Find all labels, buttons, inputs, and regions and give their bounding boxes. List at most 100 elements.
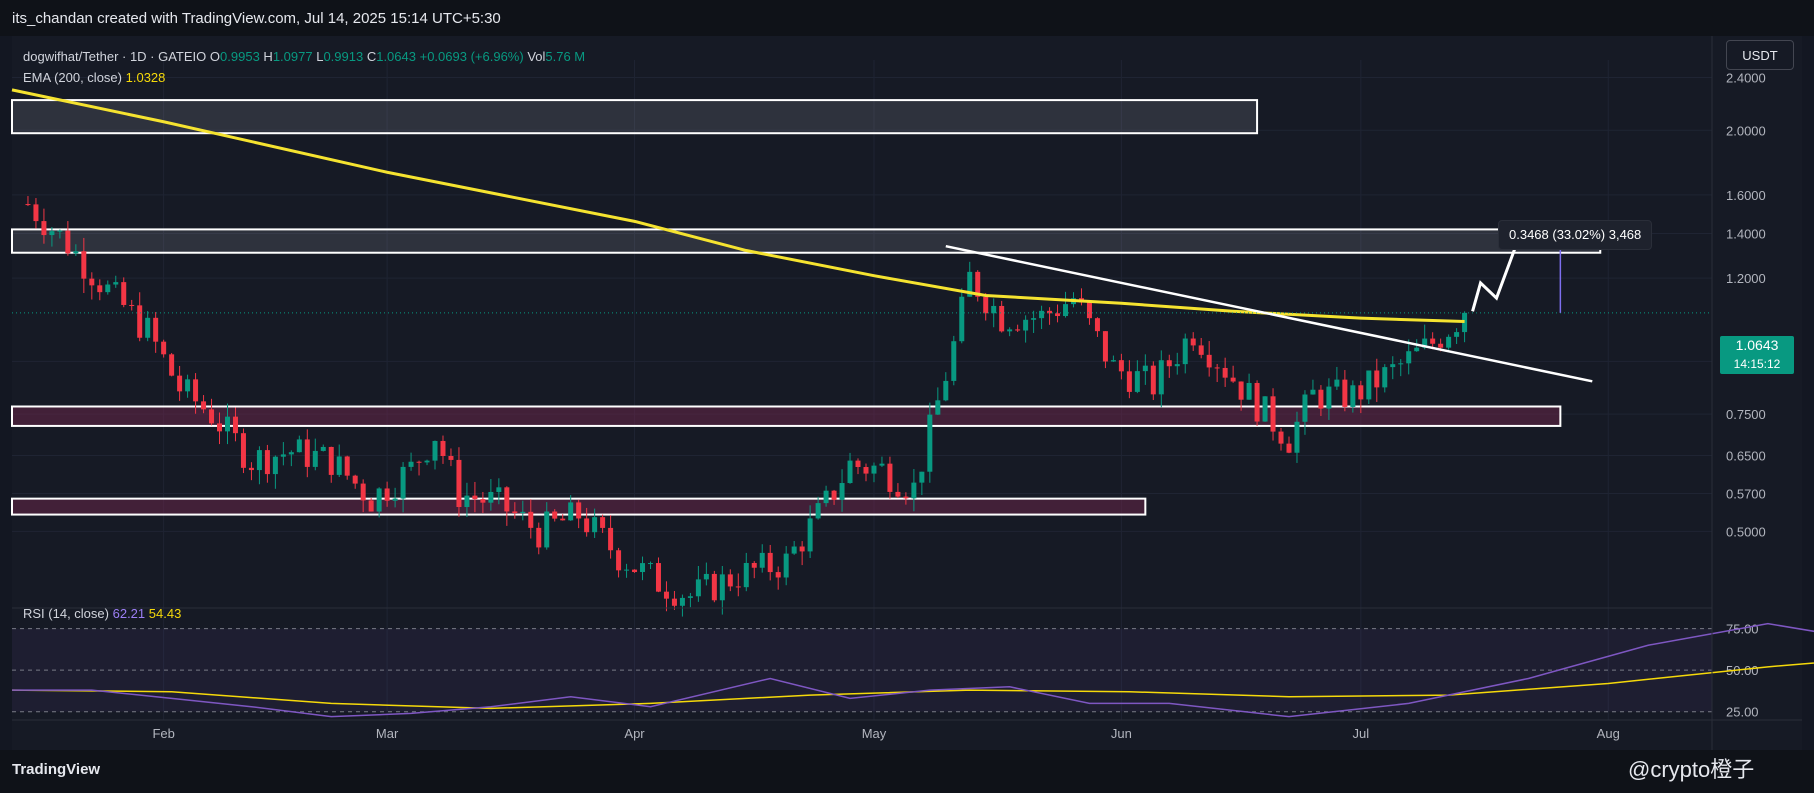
candle-body — [424, 460, 430, 463]
candle-body — [695, 579, 701, 597]
open-value: 0.9953 — [220, 49, 260, 64]
candle-body — [480, 499, 486, 503]
candle-body — [1063, 304, 1069, 317]
candle-body — [185, 379, 191, 392]
candle-body — [1110, 360, 1116, 362]
candle-body — [129, 304, 135, 306]
candle-body — [1150, 365, 1156, 395]
candle-body — [432, 440, 438, 461]
candle-body — [360, 483, 366, 501]
candle-body — [647, 563, 653, 565]
candle-body — [464, 495, 470, 508]
candle-body — [1358, 385, 1364, 400]
candle-body — [552, 511, 558, 519]
candle-body — [1382, 367, 1388, 388]
candle-body — [352, 475, 358, 484]
candle-body — [592, 517, 598, 533]
close-value: 1.0643 — [376, 49, 416, 64]
candle-body — [1438, 343, 1444, 348]
symbol-label[interactable]: dogwifhat/Tether · 1D · GATEIO — [23, 49, 207, 64]
candle-body — [121, 282, 127, 305]
price-zone — [11, 99, 1259, 135]
tradingview-logo[interactable]: TradingView — [12, 761, 101, 778]
candle-body — [1342, 379, 1348, 407]
candle-body — [472, 495, 478, 500]
candle-body — [1190, 338, 1196, 346]
candle-body — [41, 221, 47, 236]
measure-label[interactable]: 0.3468 (33.02%) 3,468 — [1498, 220, 1653, 250]
candle-body — [783, 553, 789, 578]
candle-body — [1055, 313, 1061, 317]
candle-body — [799, 546, 805, 552]
candle-body — [512, 511, 518, 513]
candle-body — [640, 563, 646, 573]
candle-body — [536, 527, 542, 548]
candle-body — [209, 409, 215, 424]
y-tick-label: 1.6000 — [1726, 188, 1766, 203]
candle-body — [608, 527, 614, 551]
candle-body — [296, 439, 302, 453]
rsi-label[interactable]: RSI (14, close) — [23, 606, 109, 621]
currency-unit-button[interactable]: USDT — [1726, 40, 1794, 70]
candle-body — [280, 454, 286, 457]
candle-body — [89, 278, 95, 286]
x-tick-label: May — [862, 726, 887, 741]
rsi-tick-label: 75.00 — [1726, 622, 1759, 637]
y-tick-label: 0.6500 — [1726, 449, 1766, 464]
candle-body — [65, 230, 71, 254]
last-price-value: 1.0643 — [1735, 337, 1779, 353]
candle-body — [105, 284, 111, 293]
candle-body — [751, 562, 757, 568]
candle-body — [687, 596, 693, 598]
rsi-tick-label: 50.00 — [1726, 663, 1759, 678]
chart-legend: dogwifhat/Tether · 1D · GATEIO O0.9953 H… — [23, 46, 585, 88]
candle-body — [624, 569, 630, 571]
candle-body — [1142, 365, 1148, 372]
candle-body — [408, 461, 414, 467]
candle-body — [1182, 338, 1188, 365]
y-tick-label: 1.4000 — [1726, 227, 1766, 242]
x-tick-label: Aug — [1597, 726, 1620, 741]
candle-body — [217, 423, 223, 432]
candle-body — [97, 285, 103, 293]
candle-body — [1031, 318, 1037, 320]
candle-body — [1262, 396, 1268, 422]
candle-body — [384, 488, 390, 501]
candle-body — [600, 517, 606, 528]
candle-body — [1254, 382, 1260, 422]
ema-label[interactable]: EMA (200, close) — [23, 70, 122, 85]
candle-body — [1422, 338, 1428, 348]
candle-body — [320, 446, 326, 451]
candle-body — [1015, 329, 1021, 331]
candle-body — [823, 490, 829, 504]
candle-body — [991, 305, 997, 314]
candle-body — [1126, 371, 1132, 392]
candle-body — [935, 400, 941, 415]
candle-body — [895, 491, 901, 497]
candle-body — [137, 305, 143, 338]
candle-body — [616, 550, 622, 571]
candle-body — [863, 467, 869, 474]
candle-body — [1206, 354, 1212, 368]
candle-body — [679, 597, 685, 606]
rsi-tick-label: 25.00 — [1726, 705, 1759, 720]
candle-body — [1414, 347, 1420, 352]
ema-value: 1.0328 — [125, 70, 166, 85]
candle-body — [568, 502, 574, 521]
candle-body — [73, 251, 79, 254]
candle-body — [1390, 364, 1396, 368]
volume-value: 5.76 M — [545, 49, 586, 64]
high-value: 1.0977 — [272, 49, 313, 64]
candle-body — [33, 204, 39, 222]
candle-body — [520, 511, 526, 513]
candle-body — [967, 271, 973, 297]
y-tick-label: 1.2000 — [1726, 271, 1766, 286]
candle-body — [544, 511, 550, 548]
y-tick-label: 0.5000 — [1726, 524, 1766, 539]
candle-body — [743, 562, 749, 588]
rsi-line — [12, 622, 1814, 718]
candle-body — [1007, 329, 1013, 332]
candle-body — [488, 491, 494, 503]
rsi-ma-value: 54.43 — [148, 606, 182, 621]
